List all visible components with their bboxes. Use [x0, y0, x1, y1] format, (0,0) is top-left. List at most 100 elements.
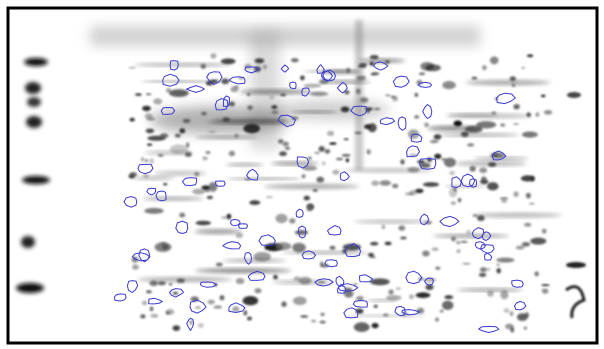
spot-contour — [469, 178, 478, 188]
protein-spot — [409, 294, 414, 300]
protein-spot — [202, 156, 208, 161]
protein-spot — [153, 98, 163, 105]
spot-contour — [186, 317, 195, 331]
protein-spot — [273, 274, 278, 280]
protein-spot — [369, 55, 378, 60]
protein-spot — [149, 306, 154, 312]
protein-spot — [161, 244, 169, 250]
protein-spot — [414, 92, 418, 97]
horizontal-streak — [154, 171, 207, 176]
protein-spot — [451, 236, 456, 242]
horizontal-streak — [194, 229, 242, 234]
protein-spot — [275, 242, 292, 251]
protein-spot — [254, 58, 265, 64]
protein-spot — [205, 151, 211, 154]
protein-spot — [322, 161, 326, 166]
protein-spot — [510, 327, 514, 333]
horizontal-streak — [239, 89, 312, 95]
protein-spot — [244, 64, 252, 69]
protein-spot — [301, 174, 306, 179]
protein-spot — [135, 93, 142, 96]
spot-contour — [324, 259, 338, 268]
protein-spot — [248, 297, 256, 300]
horizontal-streak — [446, 113, 532, 119]
protein-spot — [254, 288, 262, 294]
protein-spot — [442, 300, 454, 310]
protein-spot — [302, 165, 318, 171]
vertical-smear — [355, 20, 363, 170]
protein-spot — [340, 106, 350, 113]
protein-spot — [332, 169, 340, 175]
protein-spot — [281, 301, 287, 308]
spot-contour — [160, 107, 176, 115]
protein-spot — [460, 240, 468, 243]
protein-spot — [300, 75, 305, 81]
spot-contour — [238, 223, 248, 229]
marker-band — [27, 97, 41, 107]
protein-spot — [496, 268, 501, 274]
protein-spot — [343, 290, 354, 298]
protein-spot — [221, 78, 230, 85]
protein-spot — [157, 281, 166, 286]
spot-contour — [228, 302, 246, 313]
protein-spot — [388, 289, 394, 295]
protein-spot — [128, 66, 136, 69]
protein-spot — [353, 322, 370, 332]
protein-spot — [182, 118, 191, 123]
spot-contour — [298, 225, 307, 239]
protein-spot — [140, 314, 146, 319]
spot-contour — [244, 66, 259, 74]
protein-spot — [476, 121, 497, 129]
spot-contour — [336, 81, 348, 94]
protein-spot — [487, 182, 499, 191]
protein-spot — [206, 195, 213, 200]
protein-spot — [400, 159, 405, 165]
spot-contours — [113, 60, 527, 333]
spot-contour — [406, 145, 420, 158]
horizontal-streak — [354, 220, 429, 224]
protein-spot — [430, 139, 439, 144]
spot-contour — [146, 187, 157, 196]
protein-spot — [163, 183, 168, 186]
protein-spot — [208, 182, 218, 192]
protein-spot — [540, 94, 546, 98]
protein-spot — [312, 189, 318, 192]
protein-spot — [129, 117, 135, 122]
spot-contour — [401, 309, 420, 316]
protein-spot — [373, 107, 381, 111]
protein-spot — [146, 143, 153, 146]
horizontal-streak — [345, 314, 426, 317]
spot-contour — [419, 158, 437, 170]
protein-spot — [513, 191, 519, 197]
protein-spot — [541, 284, 550, 287]
horizontal-streak — [137, 277, 233, 282]
protein-spot — [242, 296, 259, 306]
protein-spot — [221, 216, 228, 219]
horizontal-streak — [282, 251, 369, 255]
protein-spot — [422, 250, 430, 257]
protein-spot — [471, 76, 478, 80]
marker-band — [565, 285, 586, 319]
protein-spot — [249, 200, 261, 205]
protein-spot — [534, 271, 539, 277]
protein-spot — [294, 230, 309, 235]
protein-spot — [456, 249, 461, 254]
horizontal-streak — [366, 299, 398, 302]
horizontal-streak — [263, 184, 360, 189]
spot-contour — [343, 307, 359, 319]
horizontal-streak — [144, 151, 193, 155]
spot-contour — [417, 81, 432, 88]
spot-contour — [258, 234, 276, 247]
protein-spot — [316, 176, 325, 183]
protein-spot — [443, 157, 456, 168]
protein-spot — [179, 212, 186, 218]
protein-spot — [370, 242, 379, 246]
spot-contour — [419, 213, 430, 226]
spot-contour — [320, 70, 333, 82]
protein-spot — [496, 263, 500, 266]
protein-spot — [501, 200, 508, 203]
spot-contour — [451, 176, 462, 188]
protein-spot — [419, 162, 431, 168]
protein-spot — [319, 320, 326, 324]
